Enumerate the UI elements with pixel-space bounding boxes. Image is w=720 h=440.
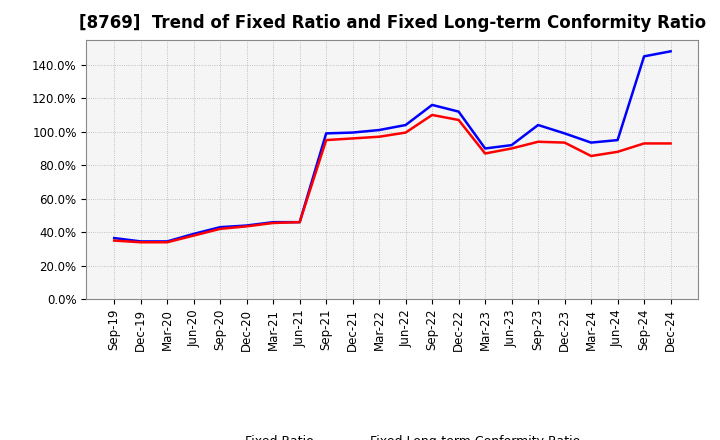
Fixed Long-term Conformity Ratio xyxy=(401,130,410,135)
Title: [8769]  Trend of Fixed Ratio and Fixed Long-term Conformity Ratio: [8769] Trend of Fixed Ratio and Fixed Lo… xyxy=(78,15,706,33)
Fixed Long-term Conformity Ratio xyxy=(613,149,622,154)
Line: Fixed Long-term Conformity Ratio: Fixed Long-term Conformity Ratio xyxy=(114,115,670,242)
Fixed Long-term Conformity Ratio xyxy=(136,240,145,245)
Fixed Ratio xyxy=(216,224,225,230)
Fixed Long-term Conformity Ratio xyxy=(375,134,384,139)
Fixed Long-term Conformity Ratio xyxy=(189,233,198,238)
Fixed Ratio xyxy=(560,131,569,136)
Fixed Ratio xyxy=(481,146,490,151)
Fixed Ratio xyxy=(640,54,649,59)
Fixed Ratio xyxy=(401,122,410,128)
Fixed Ratio xyxy=(508,143,516,148)
Fixed Long-term Conformity Ratio xyxy=(243,224,251,229)
Fixed Long-term Conformity Ratio xyxy=(428,112,436,117)
Fixed Long-term Conformity Ratio xyxy=(640,141,649,146)
Line: Fixed Ratio: Fixed Ratio xyxy=(114,51,670,242)
Fixed Long-term Conformity Ratio xyxy=(348,136,357,141)
Fixed Ratio xyxy=(666,49,675,54)
Fixed Ratio xyxy=(454,109,463,114)
Fixed Ratio xyxy=(322,131,330,136)
Fixed Long-term Conformity Ratio xyxy=(322,137,330,143)
Fixed Long-term Conformity Ratio xyxy=(163,240,171,245)
Fixed Long-term Conformity Ratio xyxy=(295,220,304,225)
Fixed Ratio xyxy=(189,231,198,237)
Fixed Ratio xyxy=(613,137,622,143)
Fixed Long-term Conformity Ratio xyxy=(216,226,225,231)
Fixed Ratio xyxy=(243,223,251,228)
Fixed Long-term Conformity Ratio xyxy=(508,146,516,151)
Fixed Ratio xyxy=(269,220,277,225)
Fixed Long-term Conformity Ratio xyxy=(481,151,490,156)
Fixed Long-term Conformity Ratio xyxy=(454,117,463,123)
Fixed Ratio xyxy=(428,102,436,107)
Fixed Ratio xyxy=(587,140,595,145)
Fixed Ratio xyxy=(136,239,145,244)
Fixed Ratio xyxy=(348,130,357,135)
Fixed Long-term Conformity Ratio xyxy=(560,140,569,145)
Fixed Long-term Conformity Ratio xyxy=(269,220,277,226)
Fixed Ratio xyxy=(534,122,542,128)
Fixed Ratio xyxy=(295,220,304,225)
Legend: Fixed Ratio, Fixed Long-term Conformity Ratio: Fixed Ratio, Fixed Long-term Conformity … xyxy=(199,430,585,440)
Fixed Long-term Conformity Ratio xyxy=(666,141,675,146)
Fixed Long-term Conformity Ratio xyxy=(587,154,595,159)
Fixed Long-term Conformity Ratio xyxy=(534,139,542,144)
Fixed Long-term Conformity Ratio xyxy=(110,238,119,243)
Fixed Ratio xyxy=(163,239,171,244)
Fixed Ratio xyxy=(375,128,384,133)
Fixed Ratio xyxy=(110,235,119,241)
